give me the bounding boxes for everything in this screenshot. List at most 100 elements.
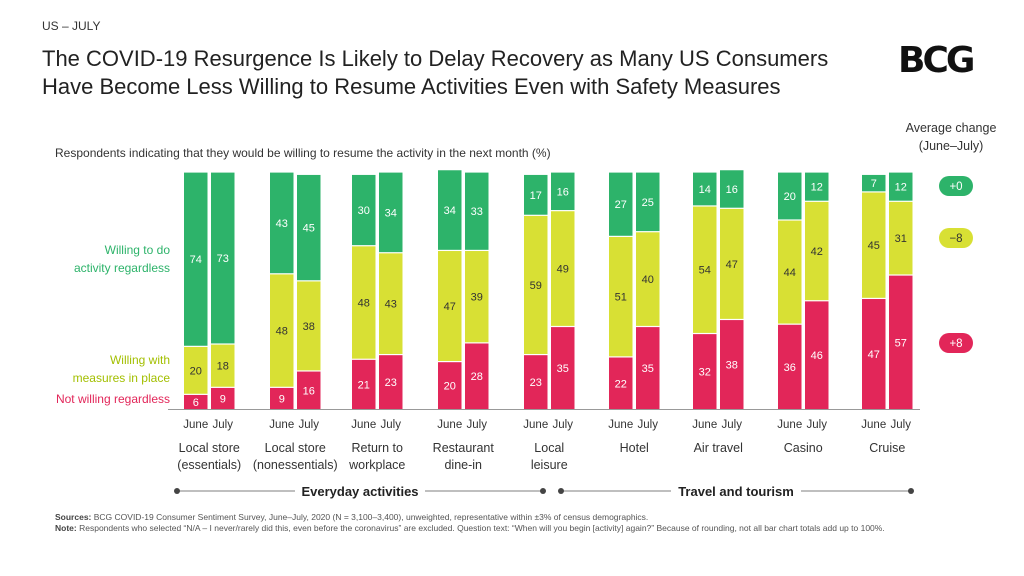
average-change-value: +8 (949, 338, 962, 350)
bar-value-label: 35 (642, 363, 654, 375)
period-label: June (269, 419, 294, 431)
average-change-badge (939, 176, 973, 196)
bar-value-label: 46 (811, 350, 823, 362)
period-label: July (891, 419, 912, 431)
average-change-badge (939, 228, 973, 248)
bar-segment (551, 172, 575, 211)
bar-value-label: 20 (784, 191, 796, 203)
bar-value-label: 23 (385, 377, 397, 389)
bar-segment (297, 281, 321, 371)
period-label: July (381, 419, 402, 431)
category-label: Air travel (694, 441, 743, 455)
bar-value-label: 34 (385, 207, 397, 219)
page-title: The COVID-19 Resurgence Is Likely to Del… (42, 46, 829, 99)
bar-segment (297, 371, 321, 409)
category-label: Local store (265, 441, 326, 455)
group-bracket-dot (174, 488, 180, 494)
bar-value-label: 47 (726, 259, 738, 271)
bar-segment (889, 201, 913, 275)
group-bracket-dot (908, 488, 914, 494)
bar-segment (352, 359, 376, 409)
bar-segment (184, 346, 208, 394)
bar-segment (465, 251, 489, 343)
bar-value-label: 21 (358, 379, 370, 391)
period-label: June (523, 419, 548, 431)
bar-value-label: 16 (303, 385, 315, 397)
bar-value-label: 43 (276, 218, 288, 230)
bar-segment (693, 172, 717, 206)
bar-segment (720, 320, 744, 409)
group-label: Travel and tourism (678, 484, 794, 499)
bar-value-label: 12 (895, 182, 907, 194)
bar-value-label: 38 (303, 321, 315, 333)
category-label: leisure (531, 458, 568, 472)
category-label: Return to (352, 441, 403, 455)
period-label: July (553, 419, 574, 431)
bar-value-label: 59 (530, 280, 542, 292)
bar-segment (297, 174, 321, 281)
region-label: US – JULY (42, 19, 101, 33)
bar-value-label: 20 (190, 365, 202, 377)
bar-value-label: 42 (811, 246, 823, 258)
sources-text: BCG COVID-19 Consumer Sentiment Survey, … (93, 512, 649, 522)
bar-value-label: 7 (871, 178, 877, 190)
bar-segment (805, 172, 829, 201)
bar-value-label: 48 (358, 298, 370, 310)
bar-value-label: 28 (471, 371, 483, 383)
category-label: Local (534, 441, 564, 455)
bar-value-label: 45 (303, 223, 315, 235)
bar-segment (889, 172, 913, 201)
bar-segment (636, 327, 660, 409)
bar-value-label: 16 (557, 186, 569, 198)
bar-value-label: 23 (530, 377, 542, 389)
average-change-badge (939, 333, 973, 353)
bar-value-label: 48 (276, 326, 288, 338)
category-label: (nonessentials) (253, 458, 338, 472)
bar-value-label: 30 (358, 205, 370, 217)
bar-value-label: 14 (699, 184, 711, 196)
group-bracket-dot (558, 488, 564, 494)
note-text: Respondents who selected “N/A – I never/… (79, 523, 885, 533)
period-label: July (213, 419, 234, 431)
bar-segment (805, 201, 829, 301)
bar-value-label: 20 (444, 381, 456, 393)
chart-subtitle: Respondents indicating that they would b… (55, 146, 551, 160)
bar-value-label: 40 (642, 274, 654, 286)
category-label: Hotel (620, 441, 649, 455)
bar-value-label: 39 (471, 292, 483, 304)
note-text-block: Note: Respondents who selected “N/A – I … (55, 523, 975, 534)
footnotes: Sources: BCG COVID-19 Consumer Sentiment… (55, 512, 975, 534)
category-label: dine-in (444, 458, 482, 472)
category-label: Casino (784, 441, 823, 455)
bar-segment (211, 387, 235, 409)
bar-value-label: 57 (895, 337, 907, 349)
bar-value-label: 34 (444, 205, 456, 217)
bar-value-label: 22 (615, 378, 627, 390)
bar-segment (211, 344, 235, 387)
bar-segment (805, 301, 829, 409)
segment-label: activity regardless (74, 261, 170, 275)
bar-segment (270, 387, 294, 409)
segment-label: Willing to do (105, 243, 171, 257)
bar-value-label: 18 (217, 361, 229, 373)
category-label: Local store (179, 441, 240, 455)
bar-segment (438, 362, 462, 409)
bar-segment (524, 215, 548, 354)
bar-segment (438, 251, 462, 361)
category-label: workplace (348, 458, 405, 472)
period-label: June (183, 419, 208, 431)
period-label: June (777, 419, 802, 431)
bar-segment (184, 172, 208, 346)
bar-segment (889, 275, 913, 409)
bar-segment (693, 206, 717, 333)
bar-segment (465, 343, 489, 409)
bar-segment (524, 174, 548, 215)
bar-value-label: 35 (557, 363, 569, 375)
segment-label: measures in place (73, 371, 171, 385)
average-change-title: Average change (June–July) (905, 121, 997, 153)
period-label: July (722, 419, 743, 431)
bar-segment (551, 211, 575, 326)
period-label: June (861, 419, 886, 431)
segment-label: Not willing regardless (56, 392, 170, 406)
